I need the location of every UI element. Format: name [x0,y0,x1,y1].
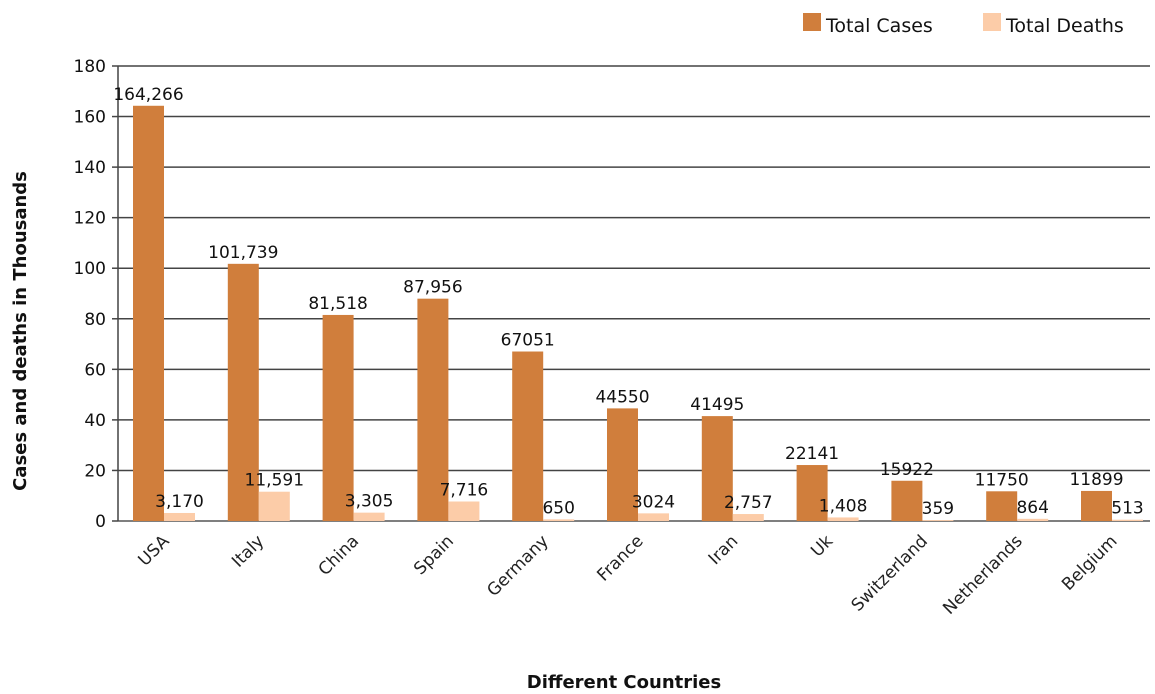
x-tick-label: Netherlands [939,531,1027,619]
y-tick-label: 20 [84,461,106,481]
data-label-total-cases: 11750 [975,470,1029,490]
bar-total-cases [1081,490,1112,521]
x-tick-label: Spain [410,531,458,579]
y-tick-label: 140 [74,158,106,178]
bar-total-cases [417,298,449,521]
bar-total-deaths [543,519,575,521]
y-tick-label: 120 [74,209,106,229]
bar-total-cases [227,263,259,521]
x-tick-label: Uk [807,531,837,561]
bar-total-cases [796,465,828,521]
data-label-total-cases: 41495 [690,395,744,415]
x-tick-label: Germany [483,531,552,600]
data-label-total-deaths: 3024 [632,492,675,512]
legend-swatch-total-cases [803,13,821,31]
bar-total-deaths [258,491,290,521]
data-label-total-deaths: 7,716 [440,480,489,500]
y-tick-label: 180 [74,57,106,77]
data-label-total-cases: 67051 [501,331,555,351]
data-label-total-cases: 87,956 [403,278,462,298]
bar-total-deaths [353,512,385,521]
bar-total-deaths [638,513,669,521]
data-label-total-deaths: 3,170 [155,492,204,512]
x-tick-label: Italy [228,531,268,571]
y-axis-title: Cases and deaths in Thousands [10,171,31,491]
data-label-total-cases: 101,739 [208,243,278,263]
legend-swatch-total-deaths [983,13,1001,31]
bar-total-cases [607,408,638,521]
x-tick-label: France [593,531,647,585]
bar-total-deaths [164,512,195,521]
data-label-total-cases: 44550 [595,387,649,407]
data-label-total-deaths: 1,408 [819,496,868,516]
bar-total-cases [701,416,733,521]
y-tick-label: 160 [74,108,106,128]
y-tick-label: 100 [74,259,106,279]
data-label-total-deaths: 2,757 [724,493,773,513]
bar-total-deaths [1017,518,1049,521]
data-label-total-deaths: 650 [542,498,574,518]
data-label-total-cases: 164,266 [113,85,183,105]
data-label-total-cases: 81,518 [308,294,367,314]
x-tick-label: Switzerland [848,531,932,615]
data-label-total-cases: 15922 [880,460,934,480]
data-label-total-deaths: 3,305 [345,492,394,512]
x-axis-title: Different Countries [527,672,721,693]
bar-total-deaths [827,517,859,521]
legend: Total Cases Total Deaths [803,13,1124,37]
bar-total-cases [986,491,1018,521]
x-tick-label: USA [135,531,174,570]
x-tick-label: Iran [705,531,743,569]
data-label-total-deaths: 513 [1111,499,1143,519]
bar-total-deaths [732,514,764,521]
legend-label-total-deaths: Total Deaths [1005,15,1124,37]
bars [133,105,1143,521]
x-tick-label: Belgium [1058,531,1121,594]
data-label-total-deaths: 359 [922,499,954,519]
bar-total-deaths [922,520,954,521]
y-axis-ticks: 0 20 40 60 80 100 120 140 160 180 [74,57,106,532]
data-label-total-cases: 11899 [1069,470,1123,490]
data-labels: 164,266 3,170 101,739 11,591 81,518 3,305 87,9… [113,85,1143,519]
x-tick-label: China [315,531,363,579]
bar-total-deaths [1112,519,1143,521]
bar-total-cases [322,314,354,521]
y-tick-label: 80 [84,310,106,330]
bar-total-deaths [448,501,480,521]
bar-total-cases [512,351,544,521]
x-axis-ticks: USA Italy China Spain Germany France Iran Uk Swi… [135,531,1122,619]
y-tick-label: 0 [95,512,106,532]
y-tick-label: 60 [84,360,106,380]
data-label-total-deaths: 864 [1016,498,1048,518]
legend-label-total-cases: Total Cases [825,15,933,37]
data-label-total-cases: 22141 [785,444,839,464]
bar-total-cases [133,105,164,521]
bar-total-cases [891,480,923,521]
data-label-total-deaths: 11,591 [245,471,304,491]
y-tick-label: 40 [84,411,106,431]
